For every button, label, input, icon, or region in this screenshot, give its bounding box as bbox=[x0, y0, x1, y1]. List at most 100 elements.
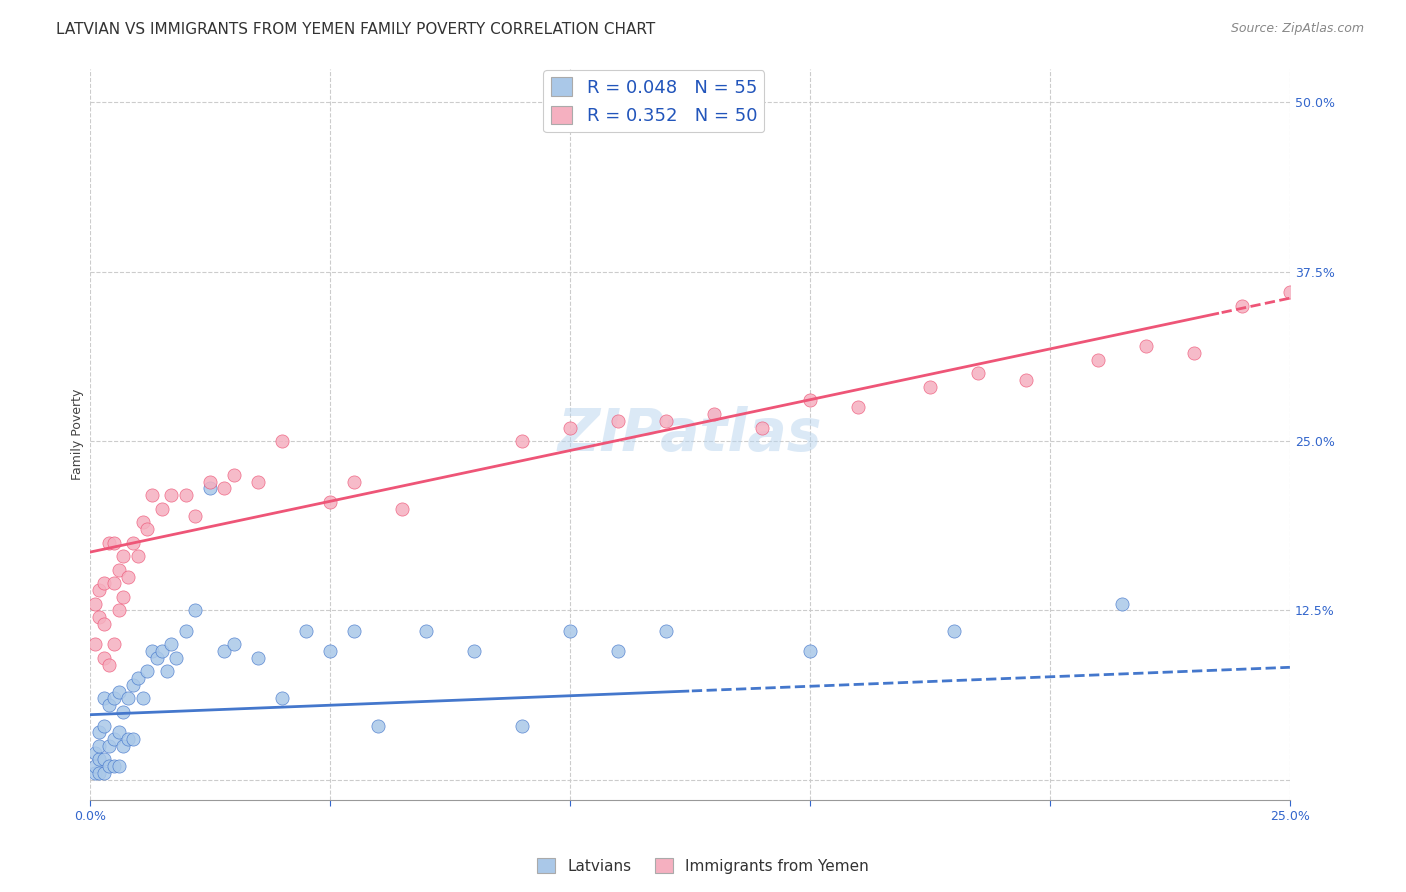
Point bbox=[112, 705, 135, 719]
Point bbox=[117, 732, 139, 747]
Point bbox=[606, 644, 628, 658]
Point bbox=[558, 420, 581, 434]
Point bbox=[93, 576, 115, 591]
Point bbox=[98, 698, 121, 713]
Point bbox=[918, 380, 941, 394]
Point bbox=[112, 549, 135, 564]
Point bbox=[606, 414, 628, 428]
Point bbox=[89, 752, 111, 766]
Point bbox=[98, 657, 121, 672]
Point bbox=[1230, 299, 1253, 313]
Point bbox=[93, 766, 115, 780]
Point bbox=[655, 624, 678, 638]
Point bbox=[107, 684, 129, 698]
Point bbox=[98, 759, 121, 773]
Point bbox=[319, 495, 342, 509]
Point bbox=[799, 644, 821, 658]
Point bbox=[107, 759, 129, 773]
Point bbox=[83, 597, 105, 611]
Point bbox=[155, 665, 177, 679]
Point bbox=[107, 603, 129, 617]
Point bbox=[558, 624, 581, 638]
Point bbox=[942, 624, 965, 638]
Point bbox=[127, 549, 149, 564]
Legend: R = 0.048   N = 55, R = 0.352   N = 50: R = 0.048 N = 55, R = 0.352 N = 50 bbox=[543, 70, 765, 132]
Point bbox=[93, 718, 115, 732]
Point bbox=[83, 637, 105, 651]
Point bbox=[160, 488, 183, 502]
Point bbox=[122, 535, 145, 549]
Point bbox=[703, 407, 725, 421]
Point bbox=[122, 678, 145, 692]
Point bbox=[103, 535, 125, 549]
Point bbox=[141, 488, 163, 502]
Point bbox=[463, 644, 485, 658]
Point bbox=[89, 583, 111, 598]
Point bbox=[89, 610, 111, 624]
Point bbox=[367, 718, 389, 732]
Point bbox=[93, 691, 115, 706]
Point bbox=[1111, 597, 1133, 611]
Legend: Latvians, Immigrants from Yemen: Latvians, Immigrants from Yemen bbox=[531, 852, 875, 880]
Point bbox=[117, 569, 139, 583]
Point bbox=[966, 367, 988, 381]
Point bbox=[136, 665, 159, 679]
Point bbox=[112, 739, 135, 753]
Point bbox=[83, 766, 105, 780]
Point bbox=[122, 732, 145, 747]
Point bbox=[222, 637, 245, 651]
Text: LATVIAN VS IMMIGRANTS FROM YEMEN FAMILY POVERTY CORRELATION CHART: LATVIAN VS IMMIGRANTS FROM YEMEN FAMILY … bbox=[56, 22, 655, 37]
Point bbox=[93, 752, 115, 766]
Point bbox=[83, 759, 105, 773]
Point bbox=[103, 576, 125, 591]
Point bbox=[165, 650, 187, 665]
Point bbox=[89, 766, 111, 780]
Point bbox=[1015, 373, 1038, 387]
Point bbox=[89, 739, 111, 753]
Point bbox=[270, 691, 292, 706]
Point bbox=[89, 725, 111, 739]
Point bbox=[799, 393, 821, 408]
Point bbox=[198, 482, 221, 496]
Point bbox=[510, 718, 533, 732]
Point bbox=[160, 637, 183, 651]
Point bbox=[93, 650, 115, 665]
Point bbox=[107, 725, 129, 739]
Y-axis label: Family Poverty: Family Poverty bbox=[72, 389, 84, 480]
Point bbox=[103, 691, 125, 706]
Point bbox=[212, 482, 235, 496]
Point bbox=[150, 501, 173, 516]
Point bbox=[295, 624, 318, 638]
Point bbox=[319, 644, 342, 658]
Point bbox=[174, 488, 197, 502]
Point bbox=[1135, 339, 1157, 353]
Point bbox=[184, 603, 207, 617]
Point bbox=[415, 624, 437, 638]
Point bbox=[103, 759, 125, 773]
Point bbox=[1087, 352, 1109, 367]
Point bbox=[174, 624, 197, 638]
Point bbox=[150, 644, 173, 658]
Point bbox=[222, 467, 245, 482]
Point bbox=[846, 400, 869, 414]
Point bbox=[131, 691, 153, 706]
Point bbox=[146, 650, 169, 665]
Point bbox=[246, 475, 269, 489]
Point bbox=[83, 746, 105, 760]
Point bbox=[141, 644, 163, 658]
Point bbox=[103, 732, 125, 747]
Point bbox=[343, 624, 366, 638]
Point bbox=[131, 516, 153, 530]
Point bbox=[127, 671, 149, 685]
Point bbox=[98, 739, 121, 753]
Point bbox=[246, 650, 269, 665]
Point bbox=[510, 434, 533, 448]
Point bbox=[270, 434, 292, 448]
Point bbox=[198, 475, 221, 489]
Point bbox=[98, 535, 121, 549]
Point bbox=[1182, 346, 1205, 360]
Point bbox=[391, 501, 413, 516]
Point bbox=[212, 644, 235, 658]
Point bbox=[655, 414, 678, 428]
Point bbox=[184, 508, 207, 523]
